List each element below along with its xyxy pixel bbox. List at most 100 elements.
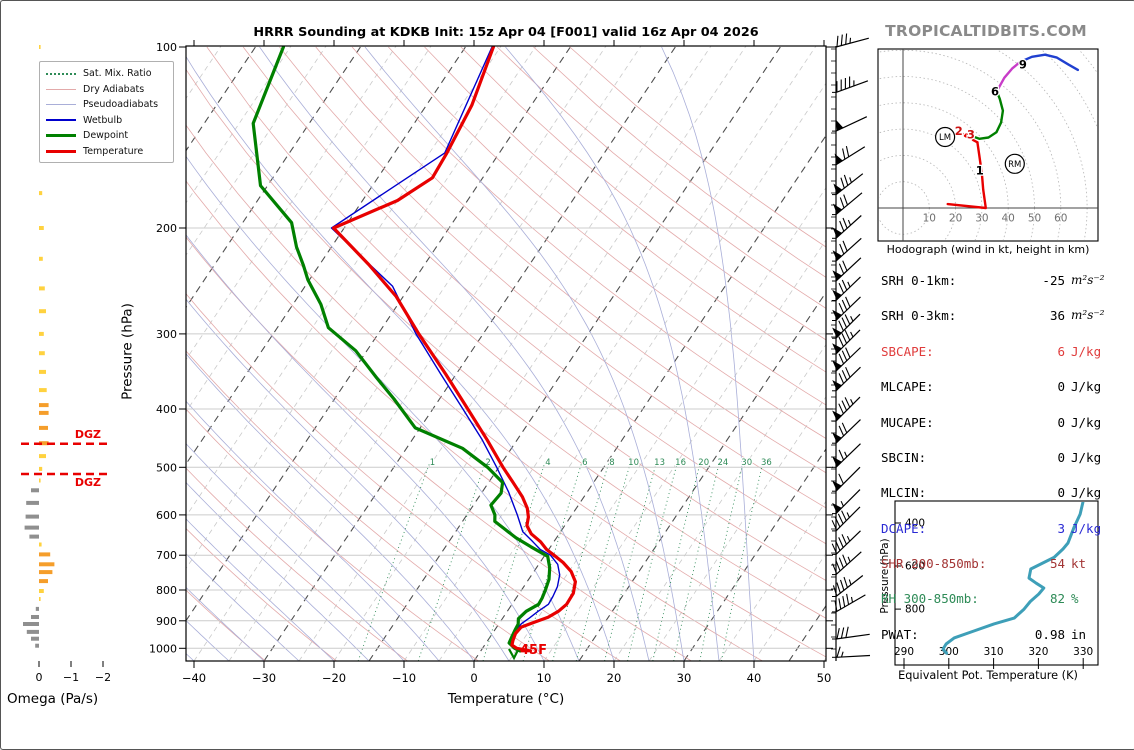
thetae-tick-label: 310 — [984, 646, 1004, 658]
stat-unit: in — [1071, 626, 1087, 642]
stat-unit: J/kg — [1071, 485, 1102, 501]
omega-bar — [39, 309, 46, 314]
stat-value: 0 — [1057, 414, 1065, 430]
stat-value: 82 — [1049, 591, 1065, 607]
omega-bar — [39, 425, 48, 430]
stat-unit: m²s⁻² — [1071, 273, 1105, 287]
wind-barb — [832, 466, 861, 492]
thetae-tick-label: 330 — [1073, 646, 1093, 658]
omega-bar — [26, 500, 39, 505]
mix-ratio-label: 24 — [717, 458, 728, 468]
thetae-tick-label: 320 — [1028, 646, 1048, 658]
stat-row: SRH 0-3km: 36 m²s⁻² — [881, 307, 1121, 325]
omega-bar — [39, 562, 55, 567]
legend: Sat. Mix. Ratio Dry Adiabats Pseudoadiabat… — [39, 61, 174, 163]
wind-barb — [833, 192, 863, 216]
stat-unit: J/kg — [1071, 343, 1102, 359]
stat-unit: kt — [1071, 556, 1087, 572]
stat-label: SRH 0-3km: — [881, 308, 957, 324]
stat-unit: % — [1071, 591, 1079, 607]
omega-bar — [31, 615, 39, 619]
stat-label: MLCIN: — [881, 485, 927, 501]
hodograph-tick-label: 10 — [923, 213, 936, 225]
omega-bar — [39, 256, 43, 261]
storm-motion-marker — [934, 126, 956, 148]
storm-motion-label: LM — [939, 133, 951, 143]
mix-ratio-label: 4 — [545, 458, 550, 468]
hodograph-tick-label: 20 — [949, 213, 962, 225]
legend-swatch — [46, 72, 76, 75]
wind-barb — [832, 575, 864, 597]
omega-bar — [39, 410, 49, 415]
temperature-tick-label: 50 — [817, 671, 832, 685]
legend-label: Sat. Mix. Ratio — [83, 68, 152, 80]
hodograph-height-label: 3 — [967, 127, 975, 141]
mix-ratio-label: 6 — [582, 458, 587, 468]
omega-bar — [39, 552, 51, 557]
omega-bar — [39, 226, 44, 230]
pressure-axis-title: Pressure (hPa) — [119, 303, 136, 400]
hodograph-tick-label: 30 — [975, 213, 988, 225]
mix-ratio-label: 20 — [698, 458, 709, 468]
wind-barb — [834, 593, 866, 613]
legend-item: Temperature — [40, 144, 173, 160]
stat-label: SBCAPE: — [881, 343, 934, 359]
pressure-tick-label: 200 — [156, 222, 177, 235]
wind-barb — [832, 276, 861, 301]
temperature-tick-label: 40 — [747, 671, 762, 685]
dewpoint-curve — [251, 46, 552, 653]
omega-bar — [31, 636, 39, 641]
temperature-tick-label: 10 — [537, 671, 552, 685]
hodograph-tick-label: 50 — [1028, 213, 1041, 225]
wind-barb — [832, 329, 861, 355]
thetae-curve — [941, 502, 1085, 655]
temperature-tick-label: −10 — [392, 671, 416, 685]
omega-bar — [39, 331, 44, 336]
legend-swatch — [46, 119, 76, 122]
wind-barb — [832, 347, 861, 372]
legend-swatch — [46, 149, 76, 153]
pressure-tick-label: 100 — [156, 41, 177, 54]
thetae-plot: 400 600 800 290 300 310 320 330 — [894, 500, 1099, 669]
thetae-pressure-tick-label: 600 — [905, 561, 925, 573]
hodograph-height-label: 9 — [1019, 57, 1027, 71]
omega-bar — [24, 525, 39, 530]
legend-label: Dewpoint — [83, 130, 129, 142]
stat-value: 36 — [1049, 308, 1065, 324]
stat-value: 3 — [1057, 520, 1065, 536]
wind-barb — [835, 646, 871, 658]
stat-value: -25 — [1042, 273, 1065, 288]
legend-swatch — [46, 134, 76, 138]
hodograph: 10 20 30 40 50 60 1 2 3 6 9 LM RM — [877, 48, 1099, 242]
omega-panel: 0 −1 −2 — [21, 45, 111, 684]
pressure-tick-label: 700 — [156, 549, 177, 562]
legend-label: Dry Adiabats — [83, 83, 145, 95]
stat-unit: J/kg — [1071, 414, 1102, 430]
mix-ratio-label: 2 — [485, 458, 490, 468]
wind-barb — [831, 530, 861, 555]
mix-ratio-label: 16 — [675, 458, 686, 468]
pressure-tick-label: 600 — [156, 509, 177, 522]
omega-bar — [35, 643, 39, 648]
hodograph-height-label: 6 — [991, 84, 999, 98]
pressure-tick-label: 500 — [156, 461, 177, 474]
pressure-tick-label: 900 — [156, 615, 177, 628]
temperature-tick-label: 30 — [677, 671, 692, 685]
hodograph-height-label: 1 — [976, 164, 984, 178]
surface-dewpoint-marker — [508, 648, 519, 661]
omega-bar — [39, 191, 43, 196]
wind-barb — [832, 296, 861, 321]
omega-bar — [39, 597, 41, 601]
mix-ratio-label: 30 — [741, 458, 752, 468]
hodograph-tick-label: 40 — [1002, 213, 1015, 225]
branding-watermark: TROPICALTIDBITS.COM — [885, 22, 1087, 40]
wind-barb — [832, 419, 861, 444]
stat-unit: J/kg — [1071, 449, 1102, 465]
wind-barb — [835, 33, 869, 48]
omega-tick-label: 0 — [36, 671, 43, 684]
omega-bar — [35, 606, 39, 611]
omega-bar — [39, 579, 48, 584]
hodograph-caption: Hodograph (wind in kt, height in km) — [886, 243, 1090, 256]
hodograph-trace — [946, 53, 1080, 210]
omega-bar — [25, 514, 39, 519]
